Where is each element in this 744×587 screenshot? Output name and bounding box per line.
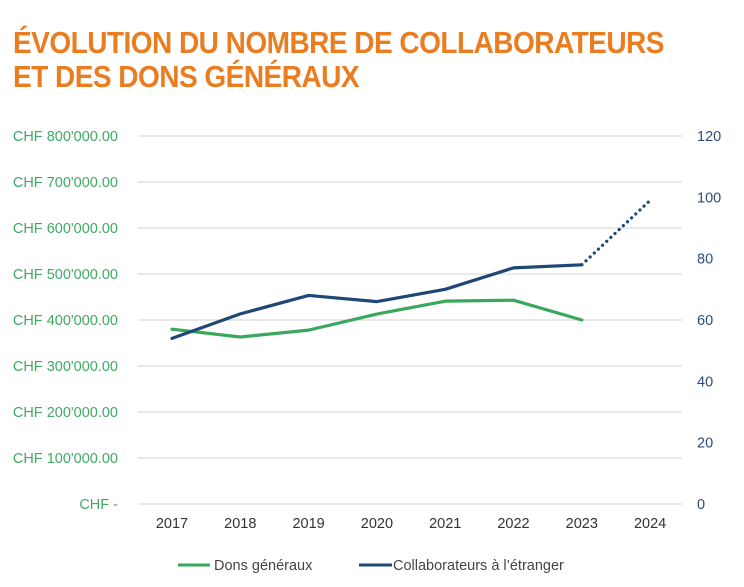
y-left-tick-label: CHF 300'000.00: [13, 359, 118, 375]
y-right-tick-label: 120: [697, 129, 721, 145]
y-right-tick-label: 60: [697, 313, 713, 329]
x-tick-label: 2018: [224, 516, 256, 532]
y-left-tick-label: CHF -: [79, 497, 118, 513]
y-axis-left: CHF - CHF 100'000.00 CHF 200'000.00 CHF 300…: [13, 129, 118, 513]
gridlines: [138, 135, 682, 505]
legend-label-collaborateurs: Collaborateurs à l’étranger: [393, 558, 564, 574]
chart-title: ÉVOLUTION DU NOMBRE DE COLLABORATEURS ET…: [13, 26, 685, 94]
legend: Dons généraux Collaborateurs à l’étrange…: [178, 558, 564, 574]
series-line-dons: [170, 298, 584, 339]
x-tick-label: 2017: [156, 516, 188, 532]
x-tick-label: 2024: [634, 516, 666, 532]
x-tick-label: 2022: [497, 516, 529, 532]
y-right-tick-label: 40: [697, 374, 713, 390]
y-right-tick-label: 0: [697, 497, 705, 513]
y-right-tick-label: 80: [697, 252, 713, 268]
y-left-tick-label: CHF 700'000.00: [13, 175, 118, 191]
y-left-tick-label: CHF 800'000.00: [13, 129, 118, 145]
x-tick-label: 2019: [292, 516, 324, 532]
y-left-tick-label: CHF 500'000.00: [13, 267, 118, 283]
y-right-tick-label: 20: [697, 436, 713, 452]
y-left-tick-label: CHF 100'000.00: [13, 451, 118, 467]
y-left-tick-label: CHF 200'000.00: [13, 405, 118, 421]
legend-label-dons: Dons généraux: [214, 558, 313, 574]
x-tick-label: 2023: [566, 516, 598, 532]
series-projection-collaborateurs: [580, 198, 652, 267]
y-right-tick-label: 100: [697, 190, 721, 206]
chart-title-line-1: ÉVOLUTION DU NOMBRE DE COLLABORATEURS: [13, 26, 664, 60]
series-lines: [170, 198, 652, 340]
chart-title-line-2: ET DES DONS GÉNÉRAUX: [13, 60, 360, 94]
y-left-tick-label: CHF 400'000.00: [13, 313, 118, 329]
y-axis-right: 0 20 40 60 80 100 120: [697, 129, 721, 513]
x-axis: 2017 2018 2019 2020 2021 2022 2023 2024: [156, 516, 666, 532]
y-left-tick-label: CHF 600'000.00: [13, 221, 118, 237]
x-tick-label: 2020: [361, 516, 393, 532]
x-tick-label: 2021: [429, 516, 461, 532]
